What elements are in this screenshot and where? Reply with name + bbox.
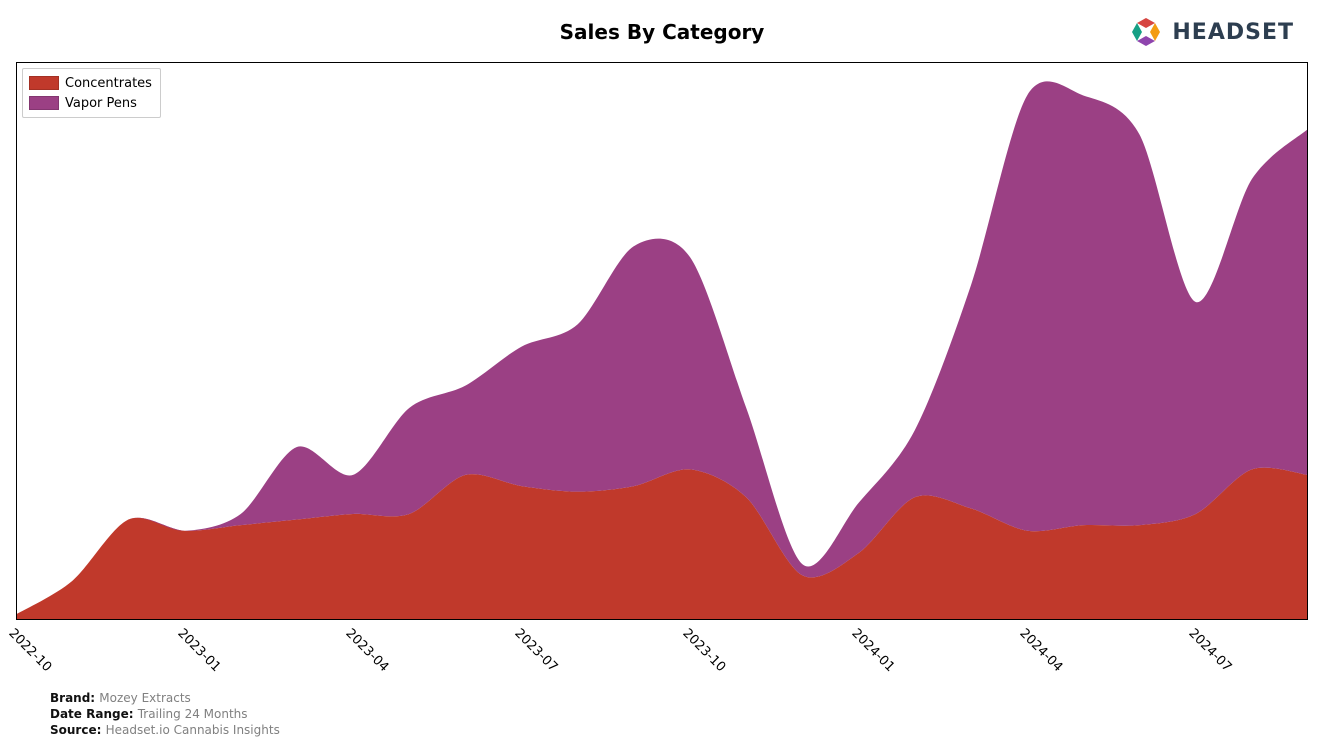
- legend-swatch: [29, 76, 59, 90]
- x-tick-label: 2023-01: [174, 626, 223, 675]
- legend-item: Concentrates: [29, 73, 152, 93]
- chart-plot-area: Concentrates Vapor Pens: [16, 62, 1308, 620]
- x-tick-label: 2022-10: [5, 626, 54, 675]
- footer-line: Brand: Mozey Extracts: [50, 690, 280, 706]
- legend-item: Vapor Pens: [29, 93, 152, 113]
- brand-logo: HEADSET: [1128, 12, 1294, 52]
- chart-legend: Concentrates Vapor Pens: [22, 68, 161, 118]
- chart-title: Sales By Category: [0, 20, 1324, 44]
- legend-label: Concentrates: [65, 76, 152, 91]
- x-tick-label: 2024-07: [1185, 626, 1234, 675]
- legend-label: Vapor Pens: [65, 96, 137, 111]
- stacked-area-chart: [16, 62, 1308, 620]
- x-tick-label: 2024-04: [1017, 626, 1066, 675]
- brand-logo-text: HEADSET: [1172, 20, 1294, 45]
- footer-label: Brand:: [50, 691, 99, 705]
- footer-line: Date Range: Trailing 24 Months: [50, 706, 280, 722]
- footer-label: Date Range:: [50, 707, 138, 721]
- legend-swatch: [29, 96, 59, 110]
- footer-line: Source: Headset.io Cannabis Insights: [50, 722, 280, 738]
- footer-label: Source:: [50, 723, 106, 737]
- x-tick-label: 2024-01: [848, 626, 897, 675]
- footer-value: Headset.io Cannabis Insights: [106, 723, 280, 737]
- x-tick-label: 2023-04: [342, 626, 391, 675]
- headset-logo-icon: [1128, 14, 1164, 50]
- footer-value: Mozey Extracts: [99, 691, 191, 705]
- chart-footer: Brand: Mozey ExtractsDate Range: Trailin…: [50, 690, 280, 738]
- footer-value: Trailing 24 Months: [138, 707, 248, 721]
- x-tick-label: 2023-10: [679, 626, 728, 675]
- x-tick-label: 2023-07: [511, 626, 560, 675]
